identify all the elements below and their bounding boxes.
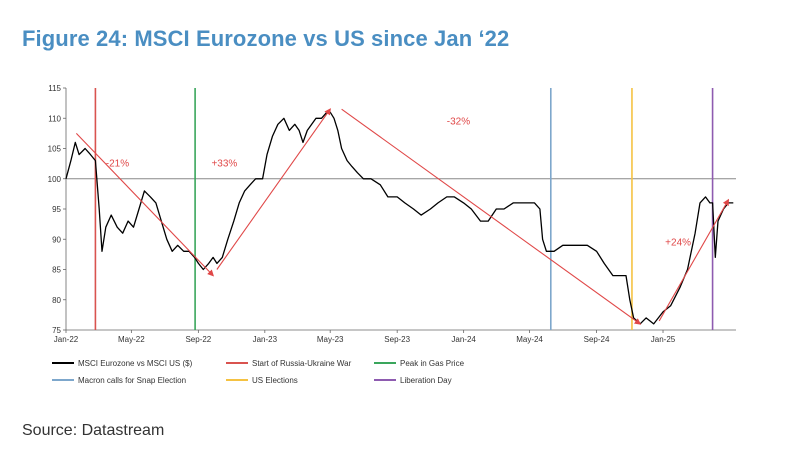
y-tick-label: 110 — [48, 114, 61, 123]
y-tick-label: 115 — [48, 84, 61, 93]
legend-label: US Elections — [252, 376, 298, 385]
legend-label: MSCI Eurozone vs MSCI US ($) — [78, 359, 193, 368]
trend-arrow — [75, 132, 214, 277]
y-tick-label: 95 — [52, 205, 61, 214]
trend-label: +33% — [211, 159, 237, 170]
legend: MSCI Eurozone vs MSCI US ($) Start of Rus… — [52, 359, 465, 385]
y-tick-label: 75 — [52, 326, 61, 335]
trend-label: -32% — [447, 116, 470, 127]
source-note: Source: Datastream — [22, 422, 165, 439]
y-tick-label: 100 — [48, 175, 62, 184]
trend-label: +24% — [665, 237, 691, 248]
trend-arrow — [658, 198, 730, 322]
trend-label: -21% — [106, 159, 129, 170]
y-tick-label: 85 — [52, 266, 61, 275]
x-tick-label: Sep-22 — [185, 335, 211, 344]
trend-arrow — [341, 108, 642, 325]
series-line — [65, 111, 734, 325]
x-tick-label: Sep-23 — [384, 335, 410, 344]
legend-label: Start of Russia-Ukraine War — [252, 359, 352, 368]
x-tick-label: Jan-23 — [253, 335, 278, 344]
x-tick-label: May-22 — [118, 335, 145, 344]
trend-arrow — [216, 108, 331, 270]
x-tick-label: Jan-24 — [451, 335, 476, 344]
x-tick-label: Jan-25 — [651, 335, 676, 344]
x-tick-label: Sep-24 — [584, 335, 610, 344]
legend-label: Liberation Day — [400, 376, 452, 385]
event-lines — [94, 88, 714, 330]
x-tick-label: May-23 — [317, 335, 344, 344]
legend-label: Peak in Gas Price — [400, 359, 465, 368]
y-tick-label: 80 — [52, 296, 61, 305]
x-tick-label: May-24 — [516, 335, 543, 344]
x-tick-label: Jan-22 — [54, 335, 79, 344]
series-layer — [65, 111, 734, 325]
figure-title: Figure 24: MSCI Eurozone vs US since Jan… — [22, 26, 510, 51]
legend-label: Macron calls for Snap Election — [78, 376, 186, 385]
y-tick-label: 105 — [48, 145, 62, 154]
trend-arrows: -21% +33% -32% +24% — [75, 108, 730, 325]
y-tick-label: 90 — [52, 235, 61, 244]
chart-axes: 75 80 85 90 95 100 105 110 115 Jan-22 May-22 Sep-22… — [48, 84, 736, 344]
